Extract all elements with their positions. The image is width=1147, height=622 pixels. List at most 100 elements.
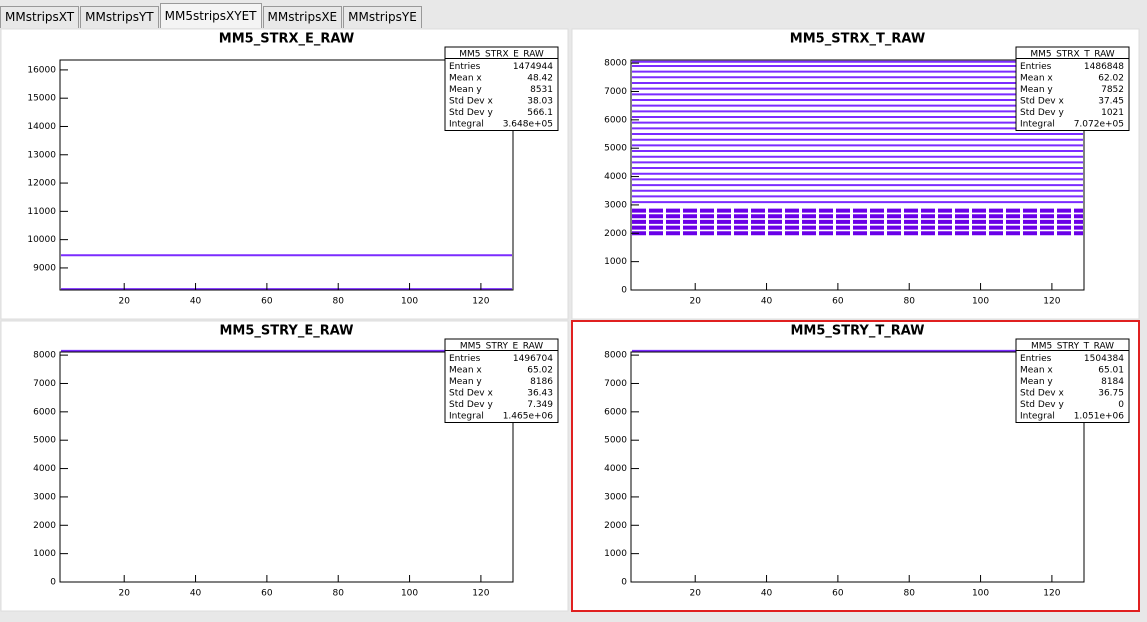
stats-label: Mean y bbox=[1020, 85, 1053, 95]
tab-bar: MMstripsXT MMstripsYT MM5stripsXYET MMstrip… bbox=[0, 3, 423, 28]
stats-name: MM5_STRY_T_RAW bbox=[1031, 341, 1114, 351]
y-tick-label: 1000 bbox=[33, 549, 56, 559]
stats-box bbox=[444, 46, 559, 131]
y-tick-label: 5000 bbox=[33, 436, 56, 446]
stats-value: 1504384 bbox=[1084, 354, 1124, 364]
x-tick-label: 40 bbox=[190, 589, 202, 599]
x-tick-label: 40 bbox=[761, 589, 773, 599]
x-tick-label: 60 bbox=[261, 589, 273, 599]
x-tick-label: 60 bbox=[832, 589, 844, 599]
tab[interactable]: MMstripsXE bbox=[262, 6, 343, 28]
stats-label: Entries bbox=[449, 354, 481, 364]
tab[interactable]: MMstripsYT bbox=[80, 6, 159, 28]
y-tick-label: 4000 bbox=[604, 172, 627, 182]
y-tick-label: 12000 bbox=[27, 179, 56, 189]
y-tick-label: 1000 bbox=[604, 257, 627, 267]
tab[interactable]: MM5stripsXYET bbox=[159, 3, 262, 28]
stats-value: 38.03 bbox=[527, 96, 553, 106]
y-tick-label: 8000 bbox=[604, 351, 627, 361]
stats-label: Mean x bbox=[449, 365, 482, 375]
x-tick-label: 100 bbox=[972, 297, 989, 307]
x-tick-label: 40 bbox=[761, 297, 773, 307]
y-tick-label: 10000 bbox=[27, 235, 56, 245]
x-tick-label: 60 bbox=[832, 297, 844, 307]
stats-value: 8531 bbox=[530, 85, 553, 95]
y-tick-label: 2000 bbox=[604, 229, 627, 239]
y-tick-label: 0 bbox=[621, 286, 627, 296]
y-tick-label: 7000 bbox=[604, 87, 627, 97]
stats-value: 1.465e+06 bbox=[503, 411, 554, 421]
stats-value: 36.75 bbox=[1098, 388, 1124, 398]
y-tick-label: 3000 bbox=[604, 492, 627, 502]
y-tick-label: 2000 bbox=[604, 521, 627, 531]
stats-label: Integral bbox=[449, 119, 484, 129]
stats-value: 7852 bbox=[1101, 85, 1124, 95]
stats-label: Mean y bbox=[1020, 377, 1053, 387]
y-tick-label: 8000 bbox=[33, 351, 56, 361]
y-tick-label: 5000 bbox=[604, 144, 627, 154]
stats-value: 1486848 bbox=[1084, 62, 1124, 72]
stats-value: 3.648e+05 bbox=[503, 119, 553, 129]
y-tick-label: 2000 bbox=[33, 521, 56, 531]
y-tick-label: 6000 bbox=[33, 407, 56, 417]
pad-title: MM5_STRY_T_RAW bbox=[790, 324, 924, 339]
stats-label: Entries bbox=[1020, 354, 1052, 364]
stats-value: 1.051e+06 bbox=[1074, 411, 1125, 421]
y-tick-label: 0 bbox=[50, 578, 56, 588]
frame bbox=[59, 59, 514, 291]
stats-label: Std Dev x bbox=[449, 388, 493, 398]
y-tick-label: 14000 bbox=[27, 122, 56, 132]
stats-label: Mean x bbox=[449, 73, 482, 83]
stats-value: 0 bbox=[1118, 400, 1124, 410]
x-tick-label: 100 bbox=[972, 589, 989, 599]
y-tick-label: 6000 bbox=[604, 407, 627, 417]
frame bbox=[630, 351, 1085, 583]
pad-title: MM5_STRX_E_RAW bbox=[219, 32, 354, 47]
stats-label: Mean x bbox=[1020, 365, 1053, 375]
frame bbox=[59, 351, 514, 583]
y-tick-label: 7000 bbox=[604, 379, 627, 389]
y-tick-label: 16000 bbox=[27, 65, 56, 75]
stats-value: 36.43 bbox=[527, 388, 553, 398]
stats-name: MM5_STRY_E_RAW bbox=[460, 341, 543, 351]
stats-label: Integral bbox=[449, 411, 484, 421]
stats-label: Std Dev y bbox=[449, 400, 493, 410]
x-tick-label: 100 bbox=[401, 589, 418, 599]
stats-label: Std Dev x bbox=[449, 96, 493, 106]
x-tick-label: 20 bbox=[118, 297, 130, 307]
x-tick-label: 120 bbox=[1043, 297, 1060, 307]
stats-box bbox=[444, 338, 559, 423]
stats-label: Std Dev x bbox=[1020, 388, 1064, 398]
stats-label: Integral bbox=[1020, 119, 1055, 129]
y-tick-label: 15000 bbox=[27, 94, 56, 104]
x-tick-label: 80 bbox=[332, 589, 344, 599]
stats-value: 65.01 bbox=[1098, 365, 1124, 375]
y-tick-label: 6000 bbox=[604, 115, 627, 125]
pad-title: MM5_STRY_E_RAW bbox=[219, 324, 353, 339]
y-tick-label: 9000 bbox=[33, 263, 56, 273]
tab[interactable]: MMstripsXT bbox=[0, 6, 80, 28]
stats-value: 8184 bbox=[1101, 377, 1124, 387]
stats-label: Mean x bbox=[1020, 73, 1053, 83]
stats-label: Std Dev y bbox=[1020, 400, 1064, 410]
stats-label: Mean y bbox=[449, 85, 482, 95]
tab[interactable]: MMstripsYE bbox=[343, 6, 422, 28]
stats-value: 1474944 bbox=[513, 62, 553, 72]
y-tick-label: 3000 bbox=[604, 200, 627, 210]
y-tick-label: 3000 bbox=[33, 492, 56, 502]
stats-label: Std Dev x bbox=[1020, 96, 1064, 106]
frame bbox=[630, 59, 1085, 291]
y-tick-label: 13000 bbox=[27, 150, 56, 160]
stats-value: 7.349 bbox=[527, 400, 553, 410]
stats-value: 7.072e+05 bbox=[1074, 119, 1124, 129]
stats-label: Std Dev y bbox=[449, 108, 493, 118]
x-tick-label: 80 bbox=[903, 297, 915, 307]
x-tick-label: 20 bbox=[118, 589, 130, 599]
x-tick-label: 20 bbox=[689, 589, 701, 599]
stats-label: Entries bbox=[449, 62, 481, 72]
stats-box bbox=[1015, 46, 1130, 131]
stats-value: 566.1 bbox=[527, 108, 553, 118]
stats-value: 1496704 bbox=[513, 354, 553, 364]
stats-value: 1021 bbox=[1101, 108, 1124, 118]
